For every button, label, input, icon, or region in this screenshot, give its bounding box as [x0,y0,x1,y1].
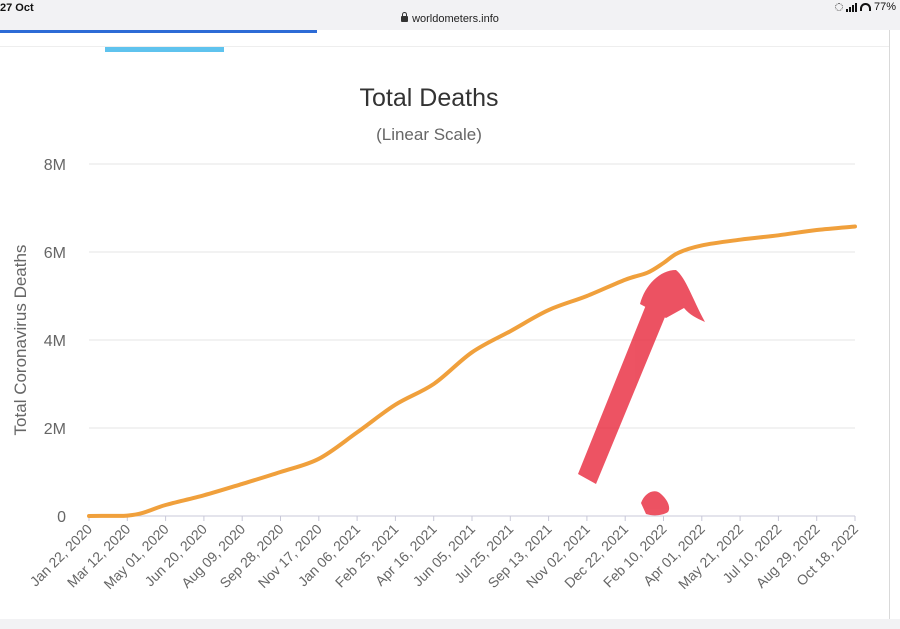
y-tick-label: 2M [44,421,66,438]
series-line-total-deaths [87,224,857,518]
y-axis-ticks: 0 2M 4M 6M 8M [44,157,66,526]
active-tab-indicator[interactable] [105,47,224,52]
tab-divider [0,46,890,47]
bottom-toolbar [0,619,900,629]
status-date: 27 Oct [0,2,34,14]
exclamation-dot [641,491,670,516]
y-tick-label: 8M [44,157,66,174]
grid-lines [89,163,855,517]
url-text: worldometers.info [412,13,499,25]
chart-subtitle: (Linear Scale) [376,125,482,144]
y-tick-label: 0 [57,509,66,526]
scroll-edge [889,30,890,620]
page-load-progress-bar [0,30,317,33]
battery-percent: 77% [873,1,896,13]
chart-title: Total Deaths [359,84,499,112]
address-bar[interactable]: worldometers.info [0,12,900,25]
status-indicators: 77% [834,1,896,13]
loading-spinner-icon [834,3,843,11]
wifi-icon [859,3,871,11]
red-arrow-annotation [578,270,705,516]
lock-icon [401,12,409,22]
arrow-shaft [578,290,672,484]
status-bar: 27 Oct worldometers.info 77% [0,0,900,30]
cellular-signal-icon [845,2,857,12]
y-tick-label: 6M [44,245,66,262]
y-axis-label: Total Coronavirus Deaths [11,245,30,436]
y-tick-label: 4M [44,333,66,350]
arrowhead [640,270,705,322]
